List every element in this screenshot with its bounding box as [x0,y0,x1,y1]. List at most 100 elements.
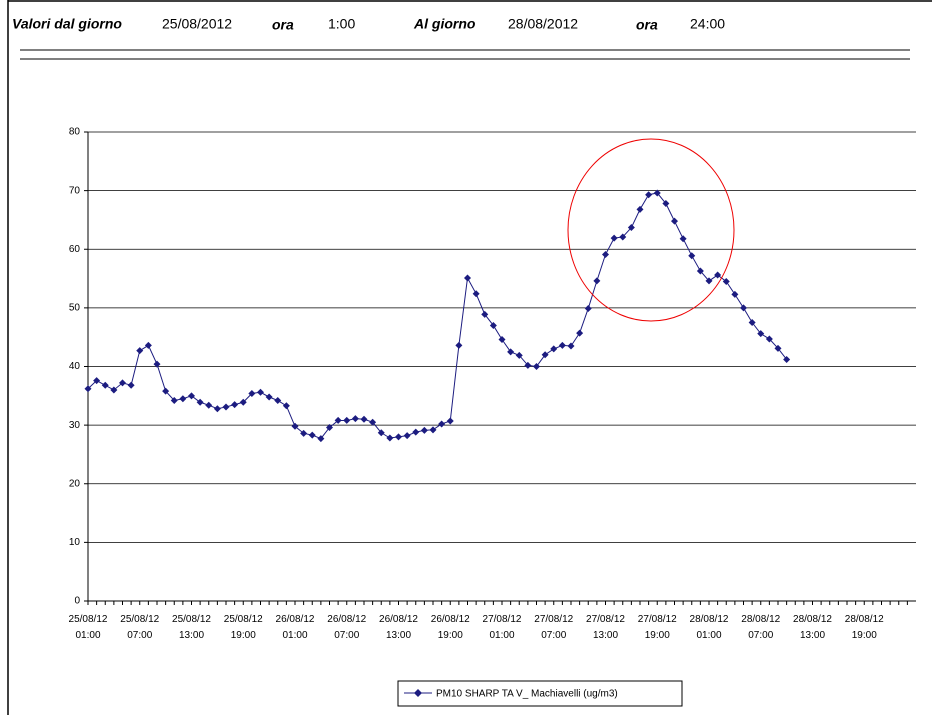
data-point [584,304,592,312]
data-point [774,344,782,352]
data-point [515,351,523,359]
x-tick-label: 26/08/12 13:00 [379,614,418,641]
x-tick-label: 26/08/12 19:00 [430,614,470,641]
data-point [248,389,256,397]
y-tick-label: 40 [69,361,81,372]
data-point [645,191,653,199]
data-point [714,271,722,279]
data-point [524,361,532,369]
data-point [498,336,506,344]
data-point [472,290,480,298]
data-point [153,360,161,368]
x-tick-label: 25/08/12 07:00 [120,614,160,641]
data-point [576,329,584,337]
highlight-circle [567,138,735,322]
y-tick-label: 50 [69,303,81,314]
data-point [205,401,213,409]
x-tick-label: 28/08/12 07:00 [741,614,781,641]
data-point [533,363,540,370]
data-point [265,393,273,401]
data-point [386,434,394,442]
data-point [351,415,359,423]
data-point [334,416,342,424]
data-point [188,392,195,400]
data-point [481,310,489,318]
data-point [84,385,92,393]
x-tick-label: 26/08/12 01:00 [275,614,315,641]
data-point [395,433,402,441]
data-point [317,435,325,443]
x-tick-label: 27/08/12 13:00 [586,614,625,641]
data-point [196,398,204,406]
data-point [213,405,221,413]
data-point [731,290,739,298]
header-label: ora [636,17,658,33]
data-point [550,345,558,353]
data-point [127,381,135,389]
data-point [455,341,463,349]
data-point [222,403,230,411]
data-point [610,234,618,242]
data-point [162,387,170,395]
y-tick-label: 0 [74,596,80,607]
data-point [619,233,627,241]
data-point [765,335,773,343]
data-point [377,429,385,437]
header-value: 25/08/2012 [162,16,232,32]
data-point [179,395,187,403]
data-point [170,397,178,405]
data-point [748,319,756,327]
data-point [671,217,678,225]
data-point [593,277,601,285]
header-value: 1:00 [328,16,355,32]
data-point [343,416,351,424]
x-tick-label: 25/08/12 01:00 [68,614,108,641]
data-point [438,420,446,428]
data-point [541,351,549,359]
data-point [136,347,144,355]
x-tick-label: 28/08/12 13:00 [793,614,832,641]
legend-box [397,680,683,707]
data-point [360,415,368,423]
data-point [662,200,670,208]
legend-marker [414,689,422,697]
data-point [783,355,791,363]
data-point [688,252,696,260]
x-tick-label: 27/08/12 19:00 [637,614,677,641]
y-tick-label: 30 [69,420,81,431]
data-point [93,377,101,385]
data-point [558,341,566,349]
header-label: Al giorno [413,16,476,32]
header-label: Valori dal giorno [12,16,122,32]
legend-label: PM10 SHARP TA V_ Machiavelli (ug/m3) [436,689,618,700]
data-point [119,379,126,387]
x-tick-label: 27/08/12 01:00 [482,614,522,641]
y-tick-label: 20 [69,478,81,489]
x-tick-label: 28/08/12 01:00 [689,614,729,641]
data-point [144,341,152,349]
data-point [291,422,299,430]
data-point [636,205,644,213]
data-point [740,304,747,312]
data-point [464,274,471,282]
data-point [429,426,437,434]
header-value: 28/08/2012 [508,16,578,32]
y-tick-label: 70 [69,185,81,196]
data-point [507,348,515,356]
header-label: ora [272,17,294,33]
data-point [257,388,264,396]
data-point [602,251,609,259]
data-point [567,342,575,350]
data-point [420,426,428,434]
data-point [300,429,308,437]
data-point [274,397,282,405]
data-point [326,423,333,431]
data-point [369,418,377,426]
data-point [705,277,713,285]
data-point [282,402,290,410]
x-tick-label: 27/08/12 07:00 [534,614,574,641]
data-point [239,398,247,406]
data-point [101,381,109,389]
data-point [412,428,420,436]
